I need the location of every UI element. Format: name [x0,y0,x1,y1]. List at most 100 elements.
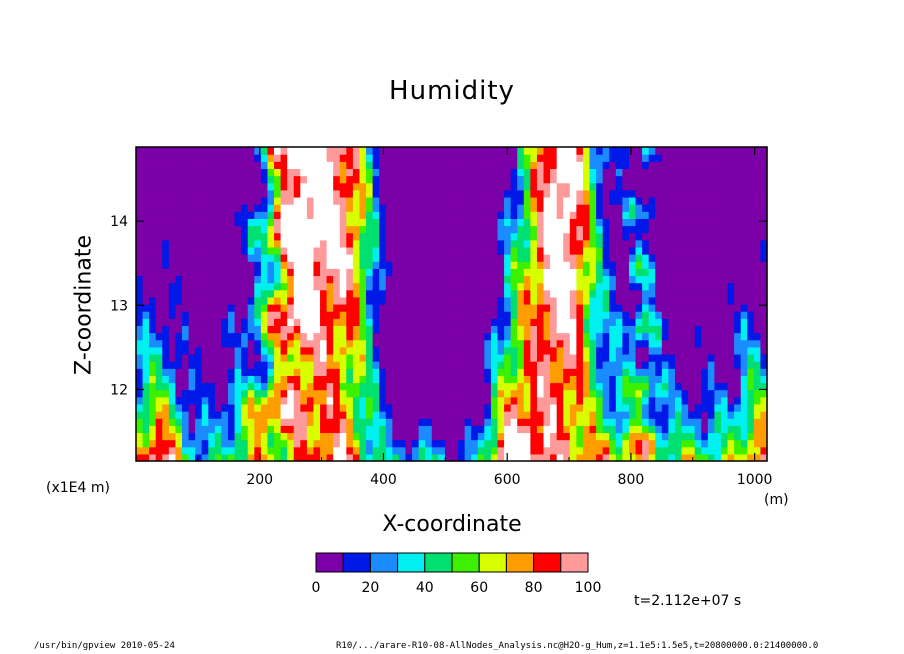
heatmap-cell [622,161,630,170]
heatmap-cell [320,368,328,376]
heatmap-cell [550,254,558,262]
heatmap-cell [267,232,275,241]
heatmap-cell [379,353,387,362]
heatmap-cell [280,204,288,212]
heatmap-cell [642,375,650,384]
heatmap-cell [188,418,196,426]
heatmap-cell [530,289,538,298]
heatmap-cell [175,346,183,355]
heatmap-cell [346,425,354,434]
heatmap-cell [484,403,492,412]
heatmap-cell [497,332,505,341]
heatmap-cell [694,418,702,426]
heatmap-cell [444,289,453,298]
heatmap-cell [701,361,709,369]
x-axis-ticks: 200 400 600 800 1000 [197,147,772,488]
heatmap-cell [635,325,643,334]
heatmap-cell [707,353,716,362]
heatmap-cell [642,254,650,262]
heatmap-cell [458,268,466,277]
heatmap-cell [569,246,577,255]
heatmap-cell [254,432,262,441]
heatmap-cell [247,346,255,355]
heatmap-cell [214,147,223,155]
heatmap-cell [582,425,591,434]
heatmap-cell [615,439,623,448]
heatmap-cell [668,275,676,284]
heatmap-cell [661,296,669,305]
heatmap-cell [438,353,446,362]
heatmap-cell [333,346,341,355]
heatmap-cell [451,446,459,455]
heatmap-cell [208,225,216,234]
heatmap-cell [490,325,499,334]
heatmap-cell [635,396,643,405]
heatmap-cell [149,175,157,184]
heatmap-cell [287,161,295,170]
heatmap-cell [576,275,584,284]
heatmap-cell [471,311,479,319]
heatmap-cell [615,204,623,212]
heatmap-cell [576,254,584,262]
heatmap-cell [359,175,367,184]
heatmap-cell [379,339,387,348]
heatmap-cell [155,218,163,227]
heatmap-cell [701,211,709,219]
heatmap-cell [668,246,676,255]
heatmap-cell [418,246,426,255]
heatmap-cell [201,396,209,405]
heatmap-cell [162,254,170,262]
heatmap-cell [622,204,630,212]
heatmap-cell [688,432,696,441]
heatmap-cell [352,154,361,162]
heatmap-cell [622,361,630,369]
heatmap-cell [425,368,433,376]
heatmap-cell [497,368,505,376]
heatmap-cell [668,446,676,455]
heatmap-cell [734,396,742,405]
heatmap-cell [168,296,177,305]
heatmap-cell [753,361,762,369]
heatmap-cell [188,239,196,248]
heatmap-cell [162,232,170,241]
heatmap-cell [366,204,374,212]
heatmap-cell [379,232,387,241]
heatmap-cell [372,246,380,255]
heatmap-cell [517,389,525,398]
heatmap-cell [274,411,282,419]
heatmap-cell [175,453,183,462]
heatmap-cell [655,232,663,241]
heatmap-cell [398,304,407,312]
heatmap-cell [674,204,683,212]
heatmap-cell [234,232,242,241]
heatmap-cell [490,396,499,405]
heatmap-cell [366,268,374,277]
heatmap-cell [313,361,321,369]
heatmap-cell [228,403,236,412]
heatmap-cell [477,268,485,277]
heatmap-cell [208,403,216,412]
heatmap-cell [504,325,512,334]
heatmap-cell [438,161,446,170]
heatmap-cell [451,389,459,398]
heatmap-cell [655,453,663,462]
heatmap-cell [609,182,617,191]
heatmap-cell [477,325,485,334]
heatmap-cell [628,339,637,348]
heatmap-cell [602,175,610,184]
heatmap-cell [648,239,656,248]
heatmap-cell [201,154,209,162]
heatmap-cell [707,204,716,212]
heatmap-cell [136,311,144,319]
heatmap-cell [517,168,525,177]
heatmap-cell [701,232,709,241]
heatmap-cell [530,211,538,219]
heatmap-cell [688,311,696,319]
heatmap-cell [300,425,308,434]
heatmap-cell [504,311,512,319]
heatmap-cell [274,147,282,155]
heatmap-cell [333,375,341,384]
heatmap-cell [490,246,499,255]
heatmap-cell [714,282,722,291]
heatmap-cell [701,346,709,355]
